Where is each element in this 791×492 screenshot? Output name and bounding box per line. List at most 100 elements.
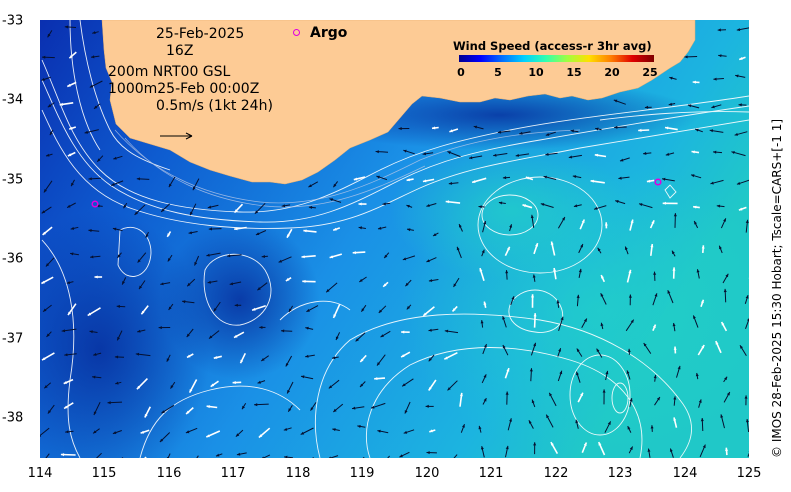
y-tick-label: -34 <box>2 92 24 108</box>
wind-arrow-head <box>736 181 741 185</box>
wind-arrow-head <box>725 447 729 451</box>
wind-arrow-head <box>575 419 579 424</box>
wind-arrow-head <box>556 300 560 304</box>
wind-arrow-head <box>738 103 742 107</box>
wind-arrow-head <box>333 183 337 188</box>
wind-arrow-head <box>432 126 436 130</box>
wind-arrow-head <box>216 453 220 457</box>
wind-arrow-head <box>60 453 65 457</box>
wind-arrow-head <box>97 158 101 162</box>
wind-arrow-head <box>718 54 722 58</box>
wind-arrow-head <box>45 263 50 267</box>
wind-arrow-head <box>643 343 647 347</box>
wind-arrow-head <box>498 201 503 205</box>
wind-arrow-head <box>469 156 473 160</box>
wind-arrow-head <box>473 125 478 129</box>
wind-arrow-head <box>429 429 433 433</box>
wind-arrow-head <box>653 271 657 275</box>
wind-arrow-head <box>137 329 141 333</box>
x-tick-label: 115 <box>91 466 117 481</box>
wind-arrow-head <box>693 205 697 209</box>
wind-arrow-head <box>404 410 408 414</box>
wind-arrow-head <box>403 149 407 153</box>
wind-arrow-head <box>61 329 66 333</box>
wind-arrow-head <box>399 454 403 458</box>
map-plot-area[interactable] <box>40 20 749 458</box>
wind-arrow-head <box>161 208 165 212</box>
wind-arrow-head <box>301 375 305 379</box>
wind-arrow-head <box>525 176 530 180</box>
colorbar-tick: 0 <box>457 66 465 79</box>
wind-arrow-head <box>426 259 430 263</box>
wind-arrow-head <box>46 333 50 337</box>
wind-arrow-head <box>71 182 74 187</box>
wind-arrow-head <box>573 204 578 208</box>
map-canvas <box>40 20 749 458</box>
wind-arrow-head <box>545 133 550 136</box>
wind-arrow-head <box>600 293 604 297</box>
wind-arrow-head <box>691 150 695 154</box>
wind-arrow-head <box>254 403 258 407</box>
wind-arrow-head <box>533 442 537 446</box>
wind-arrow-head <box>532 274 536 278</box>
wind-arrow-head <box>401 330 405 334</box>
wind-arrow-head <box>459 224 462 228</box>
wind-arrow-head <box>596 348 600 352</box>
wind-arrow-head <box>261 255 265 258</box>
wind-arrow-head <box>92 31 96 34</box>
wind-arrow-head <box>425 404 429 408</box>
wind-arrow-head <box>332 428 336 432</box>
wind-arrow-head <box>713 77 717 81</box>
x-tick-label: 124 <box>672 466 698 481</box>
x-tick-label: 116 <box>156 466 182 481</box>
wind-arrow-head <box>744 395 748 399</box>
wind-arrow <box>262 454 271 458</box>
wind-arrow-head <box>624 246 628 250</box>
wind-arrow-head <box>578 268 582 273</box>
wind-arrow-head <box>158 326 162 330</box>
wind-arrow <box>387 455 390 458</box>
wind-arrow-head <box>481 249 485 254</box>
wind-arrow-head <box>711 105 715 109</box>
wind-arrow-head <box>723 288 727 293</box>
wind-arrow-head <box>47 33 51 38</box>
hour-label: 16Z <box>166 43 194 59</box>
wind-arrow-head <box>618 176 622 180</box>
x-tick-label: 118 <box>285 466 311 481</box>
wind-arrow-head <box>303 229 307 233</box>
x-tick-label: 122 <box>543 466 569 481</box>
wind-arrow-head <box>234 303 238 307</box>
wind-arrow-head <box>69 55 73 59</box>
wind-arrow-head <box>406 204 410 208</box>
wind-arrow-head <box>605 370 609 375</box>
wind-arrow-head <box>669 76 673 80</box>
y-tick-label: -36 <box>2 251 24 267</box>
wind-arrow-head <box>745 419 749 423</box>
wind-arrow-head <box>695 373 699 377</box>
wind-arrow-head <box>550 442 554 446</box>
wind-arrow-head <box>236 452 241 456</box>
wind-arrow-head <box>93 430 97 434</box>
wind-arrow-head <box>428 328 432 332</box>
wind-arrow-head <box>426 204 430 207</box>
wind-arrow-head <box>456 246 460 251</box>
wind-arrow-head <box>43 189 47 193</box>
wind-arrow-head <box>447 387 451 391</box>
wind-arrow-head <box>377 429 381 433</box>
wind-arrow-head <box>662 177 666 181</box>
wind-arrow-head <box>234 334 238 338</box>
scale-arrow-icon <box>160 132 193 140</box>
wind-arrow-head <box>545 152 549 156</box>
wind-arrow-head <box>42 357 46 361</box>
wind-arrow-head <box>698 399 702 403</box>
wind-arrow-head <box>626 370 630 374</box>
wind-arrow-head <box>735 74 739 78</box>
wind-arrow-head <box>232 381 236 385</box>
wind-arrow-head <box>650 244 654 248</box>
copyright-caption: © IMOS 28-Feb-2025 15:30 Hobart; Tscale=… <box>770 118 784 458</box>
wind-arrow-head <box>65 430 69 434</box>
map-info-block: 25-Feb-2025 16Z 200m NRT00 GSL 1000m25-F… <box>108 26 273 115</box>
argo-float-marker <box>91 200 99 208</box>
wind-arrow-head <box>713 150 717 154</box>
wind-arrow-head <box>535 243 538 247</box>
